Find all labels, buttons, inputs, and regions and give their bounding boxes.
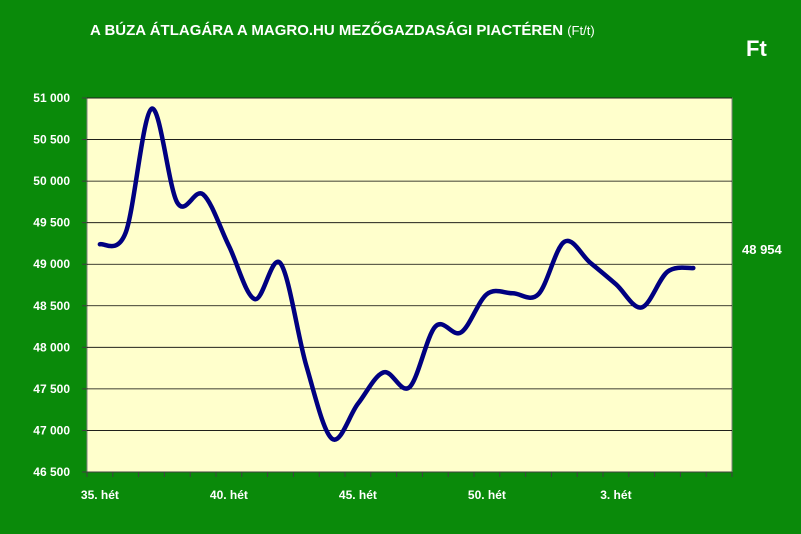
y-tick-label: 49 500 bbox=[33, 216, 70, 230]
y-tick-label: 48 000 bbox=[33, 340, 70, 354]
y-tick-label: 50 000 bbox=[33, 174, 70, 188]
chart-title-unit: (Ft/t) bbox=[567, 23, 595, 38]
series-line bbox=[97, 106, 696, 442]
unit-label: Ft bbox=[746, 36, 767, 61]
y-tick-label: 47 000 bbox=[33, 423, 70, 437]
x-tick-label: 3. hét bbox=[600, 488, 631, 502]
y-tick-label: 47 500 bbox=[33, 382, 70, 396]
x-tick-label: 35. hét bbox=[81, 488, 119, 502]
y-tick-label: 46 500 bbox=[33, 465, 70, 479]
y-tick-label: 50 500 bbox=[33, 133, 70, 147]
chart-title-text: A BÚZA ÁTLAGÁRA A MAGRO.HU MEZŐGAZDASÁGI… bbox=[90, 22, 564, 39]
x-tick-label: 50. hét bbox=[468, 488, 506, 502]
x-tick-label: 40. hét bbox=[210, 488, 248, 502]
chart-title: A BÚZA ÁTLAGÁRA A MAGRO.HU MEZŐGAZDASÁGI… bbox=[90, 22, 595, 39]
y-tick-label: 48 500 bbox=[33, 299, 70, 313]
y-tick-label: 51 000 bbox=[33, 91, 70, 105]
x-tick-label: 45. hét bbox=[339, 488, 377, 502]
last-value-label: 48 954 bbox=[742, 242, 782, 257]
y-tick-label: 49 000 bbox=[33, 257, 70, 271]
plot-area bbox=[86, 97, 733, 473]
